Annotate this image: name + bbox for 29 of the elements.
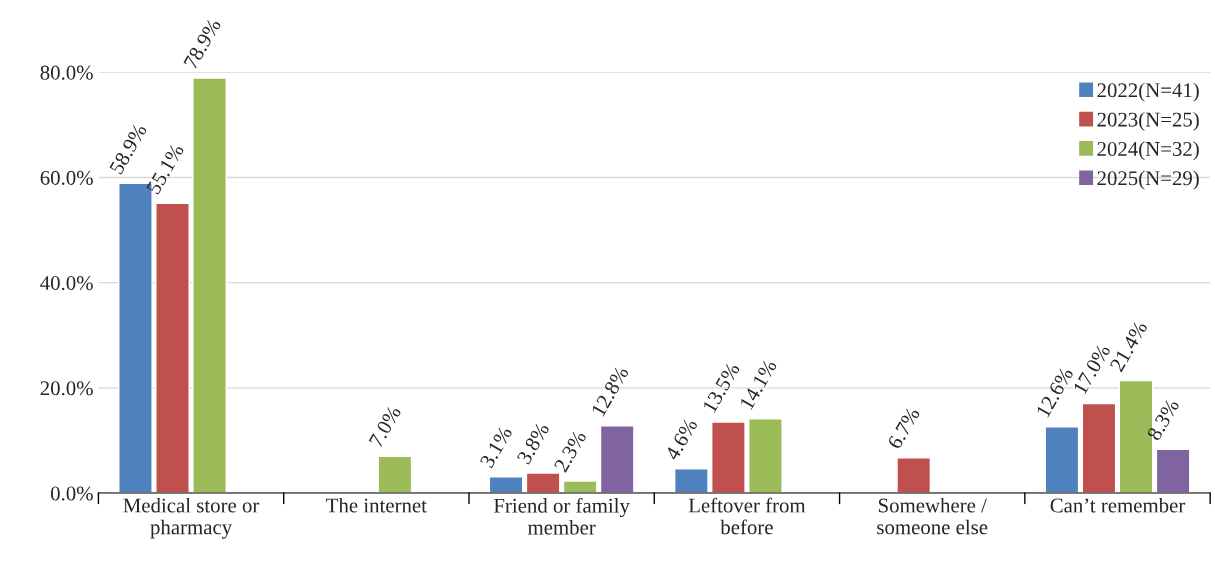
y-tick-label: 60.0% xyxy=(40,170,93,185)
x-tick-label: The internet xyxy=(326,497,427,513)
bar xyxy=(599,425,635,494)
legend-label: 2024(N=32) xyxy=(1097,141,1199,161)
bar xyxy=(377,455,413,494)
x-tick-label: Can’t remember xyxy=(1050,497,1186,513)
bar xyxy=(155,202,190,494)
y-tick-label: 40.0% xyxy=(40,276,93,291)
bar xyxy=(1155,448,1191,494)
bar xyxy=(673,468,709,494)
bar xyxy=(748,418,783,494)
legend-label: 2022(N=41) xyxy=(1097,82,1199,102)
bar xyxy=(562,480,598,494)
x-tick-label: Medical store or pharmacy xyxy=(123,497,260,539)
x-tick-label: Leftover from before xyxy=(688,497,806,535)
x-tick-label: Friend or family member xyxy=(493,497,630,535)
y-tick-label: 80.0% xyxy=(40,65,93,80)
legend-label: 2025(N=29) xyxy=(1097,170,1199,190)
bar xyxy=(1081,402,1117,494)
x-tick-label: Somewhere / someone else xyxy=(877,497,988,535)
bar xyxy=(896,457,932,494)
legend-label: 2023(N=25) xyxy=(1097,111,1199,131)
y-tick-label: 20.0% xyxy=(40,381,93,396)
bar xyxy=(711,421,746,494)
bar xyxy=(488,476,524,494)
bar xyxy=(525,472,561,494)
bar xyxy=(1044,426,1080,494)
bar xyxy=(192,77,227,494)
y-tick-label: 0.0% xyxy=(50,486,93,501)
